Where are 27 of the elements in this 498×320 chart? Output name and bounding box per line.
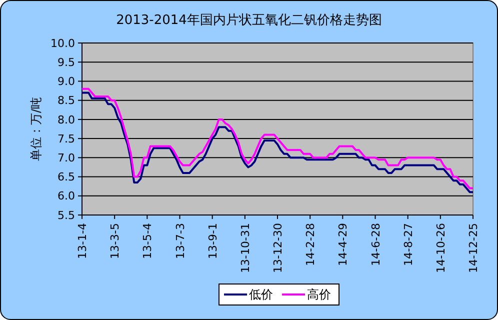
x-tick-label: 13-10-31 <box>238 223 252 273</box>
chart-title: 2013-2014年国内片状五氧化二钒价格走势图 <box>116 13 382 28</box>
y-tick-label: 7.0 <box>58 152 75 165</box>
y-tick-label: 6.5 <box>58 170 75 184</box>
y-axis-title: 单位：万/吨 <box>29 96 43 162</box>
y-tick-label: 8.5 <box>58 94 75 108</box>
x-tick-label: 13-5-4 <box>141 223 154 259</box>
legend-label: 低价 <box>249 288 273 302</box>
y-tick-label: 8.0 <box>58 113 75 126</box>
x-tick-label: 14-12-25 <box>467 223 480 273</box>
legend-label: 高价 <box>307 288 331 302</box>
y-tick-label: 9.5 <box>58 56 75 69</box>
x-tick-label: 13-9-1 <box>206 223 220 259</box>
y-tick-label: 10.0 <box>50 36 75 50</box>
y-tick-label: 9.0 <box>58 75 75 88</box>
x-tick-label: 14-6-28 <box>369 223 382 266</box>
x-tick-label: 14-2-28 <box>304 223 318 266</box>
y-tick-label: 7.5 <box>58 132 75 146</box>
x-tick-label: 13-1-4 <box>76 223 89 259</box>
y-tick-label: 6.0 <box>58 190 75 203</box>
x-tick-label: 13-3-5 <box>108 223 122 259</box>
x-tick-label: 13-7-3 <box>174 223 187 259</box>
x-tick-label: 14-4-29 <box>336 223 350 266</box>
x-tick-label: 13-12-30 <box>272 223 284 273</box>
y-tick-label: 5.5 <box>58 208 75 222</box>
x-tick-label: 14-10-26 <box>434 223 448 273</box>
x-tick-label: 14-8-27 <box>402 223 415 266</box>
